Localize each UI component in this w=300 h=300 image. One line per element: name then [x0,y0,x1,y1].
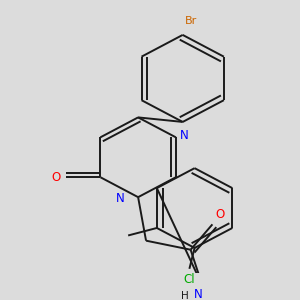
Text: Cl: Cl [184,273,195,286]
Text: N: N [180,129,189,142]
Text: Br: Br [185,16,197,26]
Text: O: O [52,171,61,184]
Text: N: N [194,288,203,300]
Text: H: H [181,290,189,300]
Text: N: N [116,193,124,206]
Text: O: O [215,208,225,221]
